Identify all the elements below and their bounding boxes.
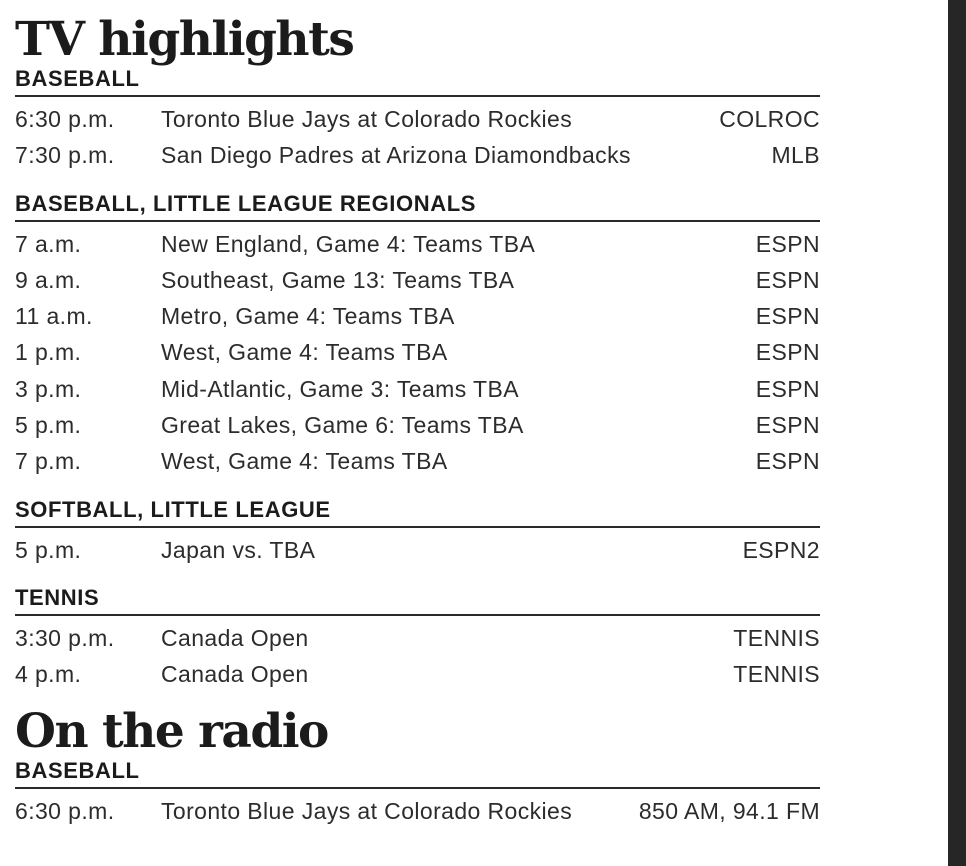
tv-highlights-title: TV highlights [15, 12, 355, 67]
listing-time: 6:30 p.m. [15, 106, 115, 132]
listing-event: Canada Open [161, 624, 309, 651]
listing-row: 11 a.m. Metro, Game 4: Teams TBA ESPN [15, 302, 820, 338]
section-heading: SOFTBALL, LITTLE LEAGUE [15, 497, 820, 528]
listing-channel: TENNIS [733, 624, 820, 651]
radio-sections: BASEBALL 6:30 p.m. Toronto Blue Jays at Co… [15, 758, 820, 833]
listing-channel: TENNIS [733, 661, 820, 688]
listing-rows: 7 a.m. New England, Game 4: Teams TBA ESPN… [15, 222, 820, 484]
listing-time: 3:30 p.m. [15, 624, 115, 651]
listing-channel: ESPN [755, 375, 820, 402]
listing-time: 7 p.m. [15, 448, 82, 475]
listing-event: Toronto Blue Jays at Colorado Rockies [161, 106, 573, 132]
listing-row: 7 p.m. West, Game 4: Teams TBA ESPN [15, 447, 820, 483]
listing-channel: MLB [771, 142, 820, 169]
section-baseball: BASEBALL 6:30 p.m. Toronto Blue Jays at Co… [15, 66, 820, 178]
listing-time: 7 a.m. [15, 230, 82, 257]
listing-channel: 850 AM, 94.1 FM [638, 797, 820, 824]
listing-event: Japan vs. TBA [161, 536, 316, 563]
listing-channel: ESPN [755, 339, 820, 366]
tv-sections: BASEBALL 6:30 p.m. Toronto Blue Jays at Co… [15, 66, 820, 697]
listing-time: 5 p.m. [15, 412, 82, 439]
listing-time: 3 p.m. [15, 375, 82, 402]
listing-time: 6:30 p.m. [15, 797, 115, 824]
listing-row: 7:30 p.m. San Diego Padres at Arizona Dia… [15, 141, 820, 177]
listing-row: 3 p.m. Mid-Atlantic, Game 3: Teams TBA ESP… [15, 375, 820, 411]
listing-channel: ESPN [755, 230, 820, 257]
listing-event: Southeast, Game 13: Teams TBA [161, 266, 515, 293]
listing-event: Metro, Game 4: Teams TBA [161, 303, 455, 330]
listing-row: 4 p.m. Canada Open TENNIS [15, 660, 820, 696]
section-heading: TENNIS [15, 585, 820, 616]
listing-row: 6:30 p.m. Toronto Blue Jays at Colorado R… [15, 105, 820, 141]
listing-event: Canada Open [161, 661, 309, 688]
listing-time: 7:30 p.m. [15, 142, 115, 169]
listing-row: 5 p.m. Japan vs. TBA ESPN2 [15, 536, 820, 572]
listing-channel: ESPN [755, 266, 820, 293]
listing-channel: COLROC [719, 106, 820, 132]
listing-rows: 5 p.m. Japan vs. TBA ESPN2 [15, 528, 820, 572]
section-heading: BASEBALL [15, 66, 820, 97]
listings-page: TV highlights BASEBALL 6:30 p.m. Toronto B… [15, 0, 820, 833]
section-heading: BASEBALL [15, 758, 820, 789]
listing-row: 7 a.m. New England, Game 4: Teams TBA ESPN [15, 230, 820, 266]
section-baseball: BASEBALL 6:30 p.m. Toronto Blue Jays at Co… [15, 758, 820, 833]
listing-event: Toronto Blue Jays at Colorado Rockies [161, 797, 573, 824]
listing-rows: 3:30 p.m. Canada Open TENNIS 4 p.m. Canada O… [15, 616, 820, 697]
listing-row: 1 p.m. West, Game 4: Teams TBA ESPN [15, 338, 820, 374]
section-softball-little-league: SOFTBALL, LITTLE LEAGUE 5 p.m. Japan vs. T… [15, 497, 820, 572]
listing-time: 9 a.m. [15, 266, 82, 293]
listing-row: 9 a.m. Southeast, Game 13: Teams TBA ESPN [15, 266, 820, 302]
listing-channel: ESPN [755, 303, 820, 330]
page-edge-bar [948, 0, 966, 866]
listing-time: 11 a.m. [15, 303, 93, 330]
radio-title: On the radio [15, 703, 329, 759]
listing-event: West, Game 4: Teams TBA [161, 339, 448, 366]
listing-row: 5 p.m. Great Lakes, Game 6: Teams TBA ESPN [15, 411, 820, 447]
section-baseball-little-league-regionals: BASEBALL, LITTLE LEAGUE REGIONALS 7 a.m. N… [15, 191, 820, 484]
listing-time: 4 p.m. [15, 661, 82, 688]
listing-event: San Diego Padres at Arizona Diamondbacks [161, 142, 631, 169]
section-heading: BASEBALL, LITTLE LEAGUE REGIONALS [15, 191, 820, 222]
listing-row: 6:30 p.m. Toronto Blue Jays at Colorado R… [15, 797, 820, 833]
listing-time: 1 p.m. [15, 339, 82, 366]
listing-time: 5 p.m. [15, 536, 82, 563]
listing-event: Mid-Atlantic, Game 3: Teams TBA [161, 375, 519, 402]
listing-event: Great Lakes, Game 6: Teams TBA [161, 412, 524, 439]
section-tennis: TENNIS 3:30 p.m. Canada Open TENNIS 4 p.m. Ca… [15, 585, 820, 697]
listing-channel: ESPN2 [742, 536, 820, 563]
listing-rows: 6:30 p.m. Toronto Blue Jays at Colorado R… [15, 789, 820, 833]
listing-channel: ESPN [755, 412, 820, 439]
listing-rows: 6:30 p.m. Toronto Blue Jays at Colorado R… [15, 97, 820, 178]
listing-event: West, Game 4: Teams TBA [161, 448, 448, 475]
listing-channel: ESPN [755, 448, 820, 475]
listing-row: 3:30 p.m. Canada Open TENNIS [15, 624, 820, 660]
listing-event: New England, Game 4: Teams TBA [161, 230, 536, 257]
